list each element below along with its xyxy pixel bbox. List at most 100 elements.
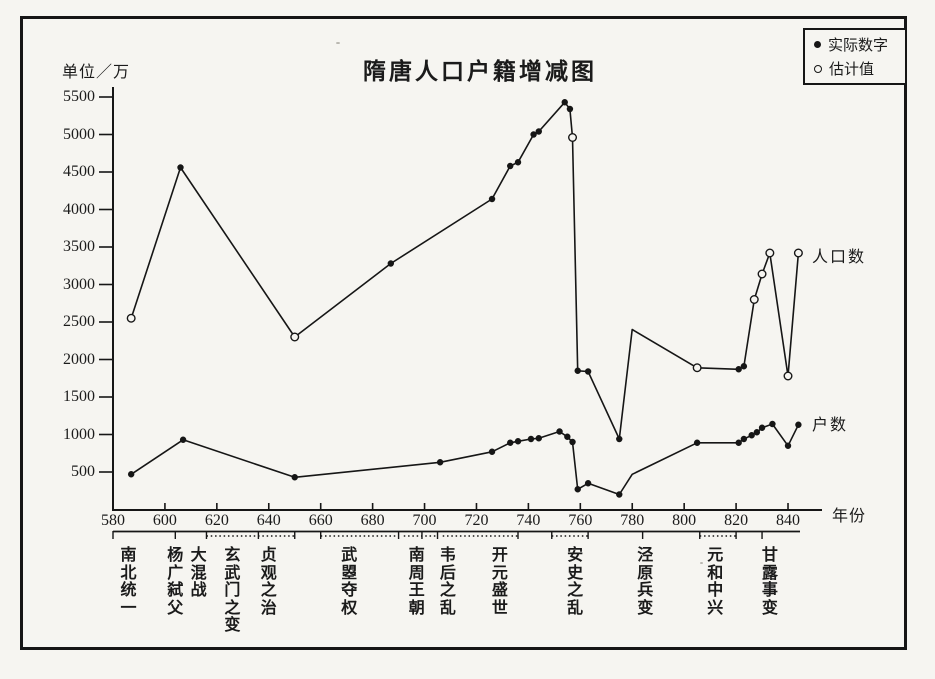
actual-data-point <box>561 99 568 106</box>
y-axis-tick-label: 500 <box>71 463 95 480</box>
x-axis-tick-label: 660 <box>308 512 333 529</box>
actual-data-point <box>177 164 184 171</box>
x-axis-tick-label: 800 <box>672 512 697 529</box>
era-label: 甘露事变 <box>761 547 778 617</box>
y-axis-tick-label: 1000 <box>63 425 95 443</box>
legend-label-actual: 实际数字 <box>828 38 889 54</box>
actual-data-point <box>569 438 576 446</box>
actual-data-point <box>616 491 623 498</box>
legend-row-estimated: 估计值 <box>814 58 905 79</box>
actual-data-point <box>564 433 571 440</box>
actual-data-point <box>574 367 581 374</box>
actual-data-point <box>795 421 802 428</box>
x-axis-tick-label: 620 <box>204 512 229 529</box>
era-label: 南北统一 <box>120 547 137 617</box>
y-axis-tick-label: 5000 <box>63 125 95 143</box>
y-axis-tick-label: 4500 <box>63 163 95 180</box>
x-axis-tick-label: 840 <box>776 512 800 529</box>
estimated-data-point <box>126 313 136 323</box>
actual-data-point <box>127 471 135 478</box>
actual-data-point <box>387 260 394 267</box>
x-axis-tick-label: 740 <box>516 512 541 529</box>
x-axis-tick-label: 820 <box>724 512 749 529</box>
actual-data-point <box>584 368 592 375</box>
actual-data-point <box>584 480 592 487</box>
y-axis-tick-label: 3000 <box>63 275 95 293</box>
era-label: 元和中兴 <box>707 547 724 617</box>
x-axis-tick-label: 700 <box>412 512 437 529</box>
era-label: 南周王朝 <box>408 547 425 617</box>
actual-data-point <box>507 162 514 170</box>
era-label: 泾原兵变 <box>637 547 654 617</box>
actual-data-point <box>535 128 542 135</box>
actual-data-point <box>753 429 761 436</box>
x-axis-tick-label: 580 <box>101 512 125 529</box>
chart-frame <box>20 16 907 650</box>
y-axis-tick-label: 3500 <box>63 238 95 255</box>
x-axis-title: 年份 <box>832 508 867 525</box>
chart-title: 隋唐人口户籍增减图 <box>363 58 597 84</box>
actual-data-point <box>488 448 496 455</box>
era-label: 安史之乱 <box>567 547 584 617</box>
scan-speck <box>336 42 340 44</box>
legend-box: 实际数字 估计值 <box>803 28 907 85</box>
actual-data-point <box>535 435 542 442</box>
era-label: 杨广弑父 <box>167 547 184 617</box>
era-label: 贞观之治 <box>260 547 277 617</box>
estimated-data-point <box>568 132 578 142</box>
actual-data-point <box>740 363 748 370</box>
estimated-data-point <box>757 269 767 279</box>
actual-data-point <box>527 435 535 443</box>
y-axis-tick-label: 2000 <box>63 350 95 368</box>
y-axis-tick-label: 5500 <box>63 88 95 105</box>
estimated-data-point <box>765 248 775 258</box>
x-axis-tick-label: 640 <box>256 512 281 529</box>
era-label: 玄武门之变 <box>224 547 241 634</box>
actual-data-point <box>556 428 563 435</box>
scan-speck <box>700 562 703 564</box>
population-series-label: 人口数 <box>812 249 867 266</box>
legend-row-actual: 实际数字 <box>814 34 905 55</box>
x-axis-tick-label: 600 <box>152 512 177 529</box>
filled-dot-icon <box>814 41 821 48</box>
estimated-data-point <box>692 363 702 373</box>
y-axis-tick-label: 4000 <box>63 200 95 218</box>
open-circle-icon <box>814 64 822 73</box>
actual-data-point <box>769 420 776 428</box>
population-line <box>130 101 800 440</box>
actual-data-point <box>758 424 766 431</box>
actual-data-point <box>488 195 496 203</box>
actual-data-point <box>179 436 187 443</box>
actual-data-point <box>735 366 742 373</box>
actual-data-point <box>574 486 581 493</box>
actual-data-point <box>530 131 537 138</box>
estimated-data-point <box>783 371 793 381</box>
actual-data-point <box>748 432 755 439</box>
actual-data-point <box>291 474 298 481</box>
actual-data-point <box>616 435 623 443</box>
x-axis-tick-label: 780 <box>620 512 645 529</box>
legend-label-estimated: 估计值 <box>829 62 875 78</box>
era-label: 大混战 <box>190 547 207 599</box>
era-label: 开元盛世 <box>491 547 508 617</box>
households-line <box>130 423 800 496</box>
x-axis-tick-label: 760 <box>568 512 593 529</box>
y-axis-tick-label: 2500 <box>63 313 95 330</box>
y-axis-unit-label: 单位／万 <box>62 64 131 81</box>
actual-data-point <box>507 439 514 446</box>
households-series-label: 户数 <box>812 417 849 434</box>
actual-data-point <box>693 439 701 446</box>
actual-data-point <box>514 438 522 445</box>
actual-data-point <box>514 159 522 166</box>
actual-data-point <box>735 439 742 446</box>
actual-data-point <box>740 435 748 443</box>
era-label: 武曌夺权 <box>341 547 358 617</box>
y-axis-tick-label: 1500 <box>63 388 95 405</box>
actual-data-point <box>436 459 444 466</box>
actual-data-point <box>784 442 792 449</box>
x-axis-tick-label: 720 <box>464 512 489 529</box>
estimated-data-point <box>290 332 300 342</box>
estimated-data-point <box>793 248 803 258</box>
